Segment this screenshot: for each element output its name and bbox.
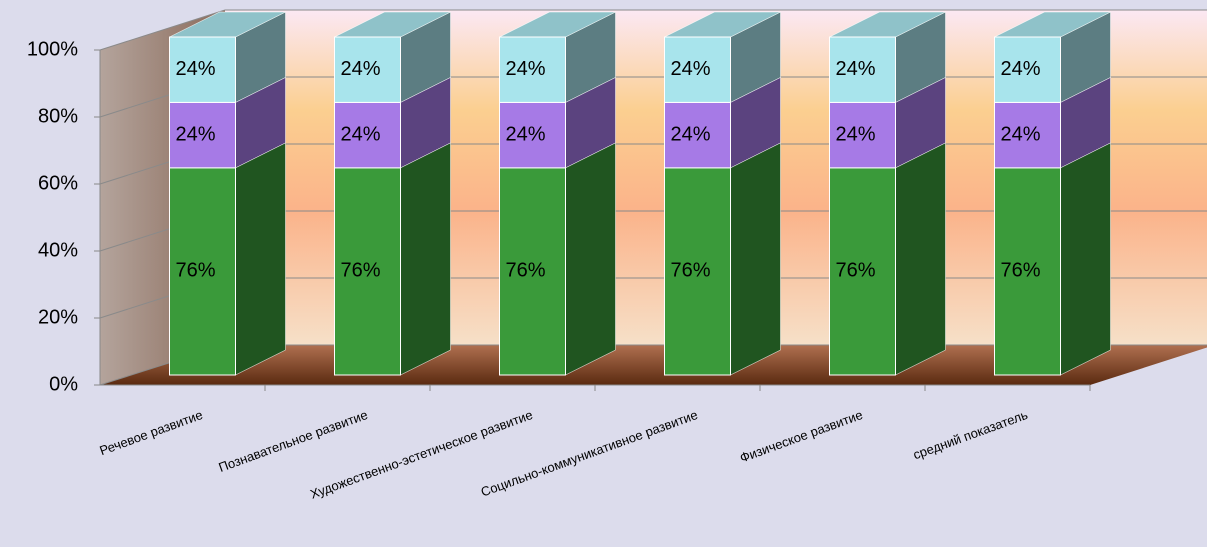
value-label: 24% xyxy=(176,123,216,145)
value-label: 76% xyxy=(1001,260,1041,282)
bar xyxy=(829,101,896,169)
bar xyxy=(334,167,401,376)
bar xyxy=(169,101,236,169)
y-tick-label: 20% xyxy=(38,306,78,328)
bar xyxy=(994,167,1061,376)
value-label: 24% xyxy=(341,123,381,145)
bar xyxy=(499,36,566,103)
bar xyxy=(334,36,401,103)
bar xyxy=(334,101,401,169)
x-tick-label: Речевое развитие xyxy=(97,407,204,458)
grid-line xyxy=(99,9,226,51)
bar xyxy=(829,167,896,376)
bar-side xyxy=(895,142,946,376)
value-label: 76% xyxy=(671,260,711,282)
bar xyxy=(664,167,731,376)
bar xyxy=(664,36,731,103)
value-label: 76% xyxy=(836,260,876,282)
bar-side xyxy=(400,142,451,376)
value-label: 24% xyxy=(671,58,711,80)
value-label: 24% xyxy=(341,58,381,80)
value-label: 24% xyxy=(176,58,216,80)
value-label: 76% xyxy=(506,260,546,282)
bar xyxy=(994,36,1061,103)
value-label: 24% xyxy=(671,123,711,145)
bar-side xyxy=(565,142,616,376)
bar xyxy=(829,36,896,103)
bar-side xyxy=(730,142,781,376)
x-tick-label: средний показатель xyxy=(911,407,1030,462)
bar-side xyxy=(1060,142,1111,376)
value-label: 76% xyxy=(341,260,381,282)
bar xyxy=(499,167,566,376)
y-tick-label: 100% xyxy=(27,38,78,60)
y-tick-label: 60% xyxy=(38,172,78,194)
x-tick-label: Физическое развитие xyxy=(738,407,865,465)
x-tick-label: Познавательное развитие xyxy=(216,407,369,475)
y-tick-label: 80% xyxy=(38,105,78,127)
value-label: 76% xyxy=(176,260,216,282)
value-label: 24% xyxy=(506,58,546,80)
value-label: 24% xyxy=(1001,58,1041,80)
bar xyxy=(499,101,566,169)
value-label: 24% xyxy=(836,58,876,80)
y-tick-label: 0% xyxy=(49,373,78,395)
value-label: 24% xyxy=(1001,123,1041,145)
value-label: 24% xyxy=(836,123,876,145)
bar xyxy=(169,36,236,103)
bar-side xyxy=(235,142,286,376)
y-tick-label: 40% xyxy=(38,239,78,261)
value-label: 24% xyxy=(506,123,546,145)
